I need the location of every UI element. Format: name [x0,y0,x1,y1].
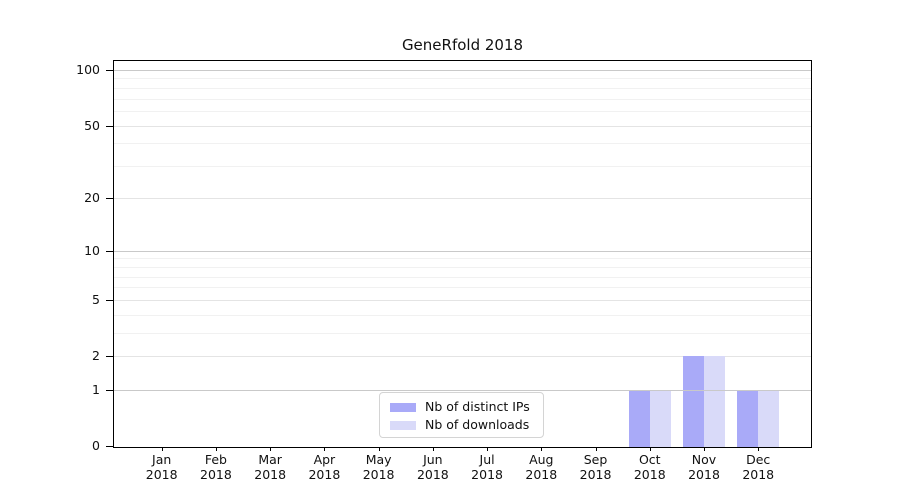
x-tick-label-sep: Sep 2018 [579,452,612,482]
y-tick-mark [106,299,113,301]
y-tick-label: 20 [84,189,100,205]
x-tick-mark [215,447,217,451]
minor-gridline [114,333,811,335]
y-tick-mark [106,125,113,127]
major-gridline [114,197,811,199]
bar-nov-downloads [704,356,725,447]
y-tick-label: 1 [92,381,100,397]
x-tick-mark [758,447,760,451]
minor-gridline [114,87,811,89]
minor-gridline [114,266,811,268]
chart-title: GeneRfold 2018 [401,36,524,54]
major-gridline [114,125,811,127]
legend-swatch-distinct-ips [390,402,416,412]
y-tick-label: 100 [76,61,100,77]
y-tick-label: 2 [92,348,100,364]
x-tick-mark [161,447,163,451]
x-tick-label-jul: Jul 2018 [471,452,503,482]
minor-gridline [114,166,811,168]
legend-swatch-downloads [390,420,416,430]
decade-gridline [114,250,811,252]
y-tick-mark [106,356,113,358]
legend-label: Nb of downloads [425,417,530,432]
x-tick-mark [378,447,380,451]
y-tick-label: 5 [92,291,100,307]
x-tick-mark [649,447,651,451]
bar-dec-downloads [758,389,780,447]
minor-gridline [114,314,811,316]
bar-nov-distinct-ips [683,356,704,447]
minor-gridline [114,78,811,80]
minor-gridline [114,258,811,260]
x-tick-label-may: May 2018 [362,452,395,482]
major-gridline [114,299,811,301]
x-tick-mark [541,447,543,451]
x-tick-label-feb: Feb 2018 [200,452,232,482]
y-tick-mark [106,389,113,391]
decade-gridline [114,389,811,391]
bar-oct-downloads [649,389,671,447]
major-gridline [114,356,811,358]
legend-entry: Nb of distinct IPs [390,398,543,416]
x-tick-label-oct: Oct 2018 [633,452,666,482]
minor-gridline [114,98,811,100]
minor-gridline [114,276,811,278]
legend: Nb of distinct IPs Nb of downloads [379,392,544,438]
minor-gridline [114,143,811,145]
y-tick-label: 10 [84,242,100,258]
y-tick-mark [106,446,113,447]
legend-entry: Nb of downloads [390,416,543,434]
decade-gridline [114,69,811,71]
minor-gridline [114,287,811,289]
bar-dec-distinct-ips [737,389,759,447]
x-tick-label-jun: Jun 2018 [416,452,449,482]
x-tick-mark [432,447,434,451]
x-tick-mark [704,447,705,451]
y-tick-label: 50 [84,117,100,133]
x-tick-label-aug: Aug 2018 [525,452,558,482]
x-tick-mark [487,447,489,451]
x-tick-mark [270,447,272,451]
y-tick-mark [106,197,113,199]
y-tick-mark [106,69,113,71]
minor-gridline [114,110,811,112]
legend-label: Nb of distinct IPs [425,399,530,414]
x-tick-label-mar: Mar 2018 [254,452,287,482]
y-tick-label: 0 [92,438,100,453]
x-tick-mark [324,447,326,451]
x-tick-mark [595,447,597,451]
x-tick-label-apr: Apr 2018 [308,452,341,482]
bar-oct-distinct-ips [628,389,650,447]
x-tick-label-nov: Nov 2018 [688,452,720,482]
plot-area [113,60,812,448]
x-tick-label-jan: Jan 2018 [145,452,178,482]
x-tick-label-dec: Dec 2018 [742,452,775,482]
y-tick-mark [106,250,113,252]
